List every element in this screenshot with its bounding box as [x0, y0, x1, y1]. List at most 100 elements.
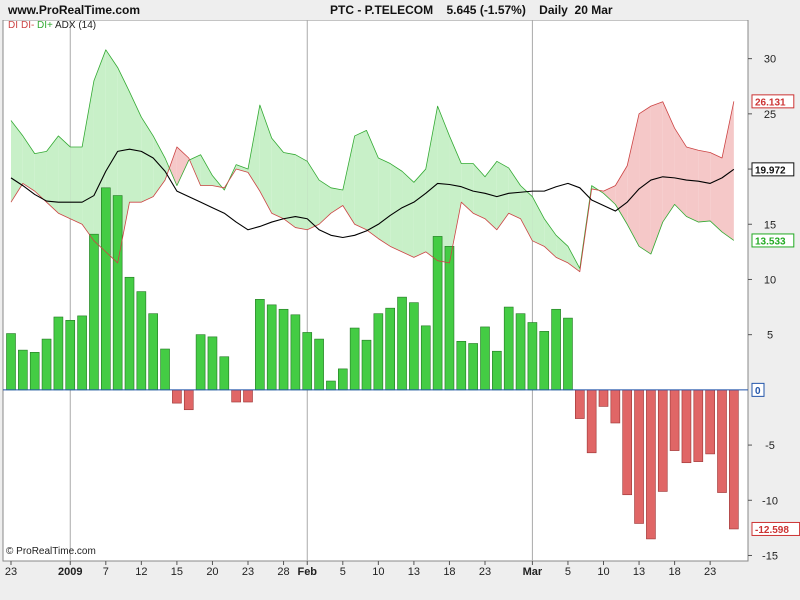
di-bar — [302, 332, 313, 391]
di-minus-last-value: 26.131 — [755, 97, 786, 108]
fill-segment — [307, 161, 320, 230]
adx-last-value-box — [751, 162, 795, 177]
di-bar — [397, 296, 407, 391]
di-bar — [290, 314, 301, 391]
fill-segment — [520, 185, 533, 241]
fill-segment — [413, 169, 426, 258]
site-name[interactable]: www.ProRealTime.com — [8, 3, 141, 17]
fill-segment — [259, 105, 272, 214]
di-bar — [729, 389, 739, 530]
legend-di: DI — [8, 20, 18, 31]
legend-di-plus: DI+ — [37, 20, 53, 31]
di-bar — [53, 316, 64, 391]
legend: DI DI- DI+ ADX (14) — [8, 20, 96, 31]
di-bar — [610, 389, 621, 424]
di-bar — [266, 304, 277, 391]
indicator-chart[interactable]: 30 25 20 15 10 5 -5 -10 -15 26.131 19.972 13.533 -12… — [0, 20, 800, 600]
x-tick-label: 5 — [565, 566, 571, 578]
fill-segment — [330, 187, 343, 214]
di-bar — [444, 246, 455, 391]
y-tick-label: 30 — [764, 54, 776, 66]
fill-segment — [473, 163, 485, 219]
legend-adx: ADX (14) — [55, 20, 96, 31]
di-bar — [456, 340, 467, 391]
fill-segment — [58, 135, 71, 219]
di-plus-last-value: 13.533 — [755, 236, 786, 247]
di-bar — [160, 348, 170, 391]
y-axis: 30252015105-5-10-1526.13119.97213.533-12… — [748, 54, 800, 562]
di-plus-line — [10, 49, 735, 269]
di-bar — [681, 389, 692, 464]
di-bar — [551, 308, 561, 391]
x-tick-label: 23 — [479, 566, 491, 578]
di-minus-last-value-box — [751, 94, 795, 109]
di-bar — [101, 187, 111, 391]
di-bar — [65, 320, 76, 391]
di-bar — [349, 327, 360, 391]
indicator-lines — [10, 49, 735, 273]
fill-segment — [176, 146, 189, 186]
di-bars — [6, 187, 739, 540]
di-bar — [646, 389, 656, 540]
y-tick-label: 15 — [764, 219, 776, 231]
di-plus-last-value-box — [751, 233, 795, 248]
fill-segment — [283, 152, 296, 228]
di-minus-line — [10, 101, 735, 273]
di-bar — [314, 338, 324, 391]
fill-segment — [46, 135, 59, 214]
di-bar — [136, 291, 147, 391]
x-tick-label: 2009 — [58, 566, 82, 578]
x-tick-label: 10 — [597, 566, 609, 578]
fill-segment — [674, 128, 687, 217]
di-bar — [492, 350, 502, 391]
fill-segment — [319, 180, 331, 225]
fill-segment — [295, 154, 308, 230]
fill-segment — [402, 171, 414, 258]
fill-segment — [189, 154, 201, 186]
x-tick-label: 13 — [408, 566, 420, 578]
di-bar — [409, 302, 419, 391]
legend-di-minus: DI- — [21, 20, 34, 31]
di-bar — [337, 368, 348, 391]
x-tick-label: 23 — [242, 566, 254, 578]
di-bar — [385, 307, 396, 391]
di-bar — [634, 389, 644, 524]
zero-value-box — [751, 382, 765, 397]
zero-value-label: 0 — [755, 386, 761, 397]
di-bar — [705, 389, 715, 455]
di-bar — [563, 317, 573, 391]
di-bar — [172, 389, 182, 404]
fill-segment — [449, 135, 462, 263]
fill-segment — [425, 106, 438, 261]
di-bar — [77, 315, 87, 391]
x-tick-label: 28 — [277, 566, 289, 578]
fill-segment — [437, 106, 450, 263]
fill-segment — [662, 101, 675, 223]
x-tick-label: 20 — [206, 566, 218, 578]
di-bar — [41, 338, 52, 391]
instrument-title: PTC - P.TELECOM 5.645 (-1.57%) Daily 20 … — [330, 3, 613, 17]
di-bar — [243, 389, 253, 403]
di-bar — [373, 313, 384, 391]
x-tick-label: 23 — [704, 566, 716, 578]
fill-segment — [248, 105, 260, 192]
adx-line — [10, 148, 735, 239]
di-bar — [717, 389, 727, 493]
x-tick-label: 18 — [668, 566, 680, 578]
di-bar — [693, 389, 704, 462]
fill-segment — [165, 158, 170, 181]
fill-segment — [236, 164, 248, 173]
x-tick-label: 12 — [135, 566, 147, 578]
di-bar — [657, 389, 668, 492]
di-last-value: -12.598 — [755, 525, 789, 536]
y-tick-label: 5 — [767, 330, 773, 342]
y-tick-label: -10 — [762, 495, 778, 507]
x-tick-label: 15 — [171, 566, 183, 578]
x-tick-label: 18 — [443, 566, 455, 578]
fill-segment — [722, 101, 734, 241]
adx-last-value: 19.972 — [755, 165, 786, 176]
y-tick-label: 10 — [764, 274, 776, 286]
x-tick-label: 23 — [5, 566, 17, 578]
di-bar — [6, 333, 16, 391]
fill-segment — [627, 113, 640, 247]
